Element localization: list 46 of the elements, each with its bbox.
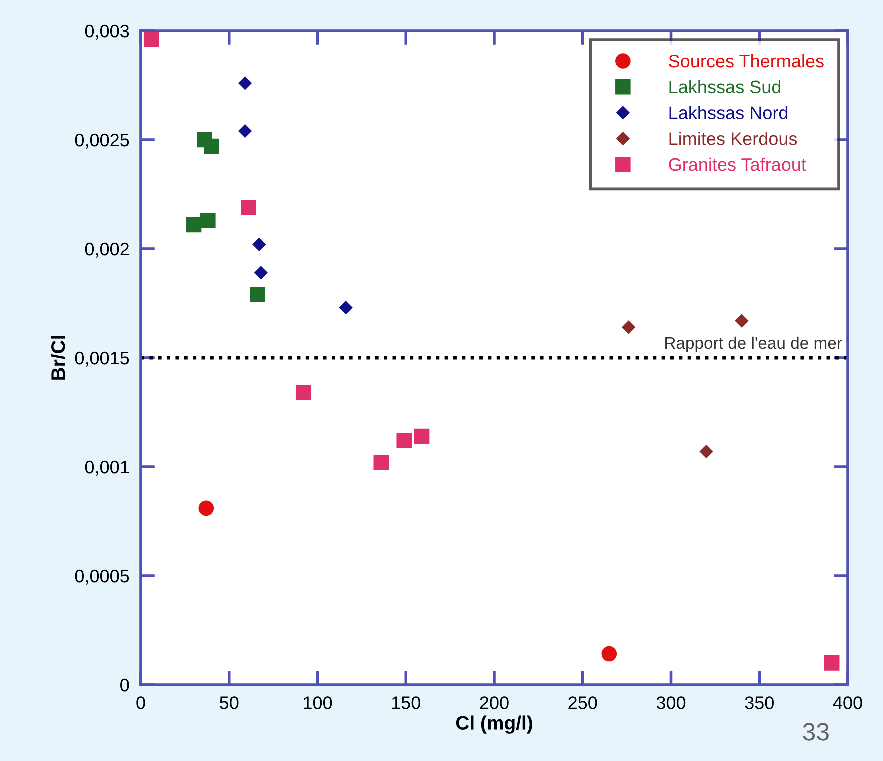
point [339,301,353,314]
legend-label: Lakhssas Nord [670,106,788,120]
y-tick-label: 0,002 [85,242,129,258]
x-tick-label: 0 [136,696,146,710]
point [824,656,840,671]
x-tick-label: 100 [304,696,332,710]
point [238,76,252,90]
legend-label: Lakhssas Sud [670,80,781,94]
x-tick-label: 350 [745,696,774,710]
y-tick-label: 0,003 [85,24,130,40]
x-tick-label: 400 [833,696,862,710]
point [186,217,202,233]
point [396,433,412,448]
point [252,238,266,252]
legend-label: Limites Kerdous [670,132,798,146]
point [200,213,216,228]
legend-label: Sources Thermales [669,54,824,68]
text: 33 [803,723,829,741]
point [622,320,636,334]
y-tick-label: 0,0005 [75,570,130,585]
y-tick-label: 0,0015 [75,352,130,367]
x-tick-label: 250 [568,696,598,710]
point [254,266,268,280]
point [198,500,214,516]
x-tick-label: 50 [220,696,239,710]
x-tick-label: 150 [392,696,420,710]
point [602,646,618,662]
point [735,314,749,328]
x-tick-label: 300 [656,696,686,710]
legend-label: Granites Tafraout [669,158,806,172]
ref-line-label: Rapport de l'eau de mer [666,336,842,352]
point [700,445,714,458]
point [374,455,390,470]
x-tick-label: 200 [480,696,509,710]
point [204,138,220,154]
y-axis-title: Br/Cl [50,336,66,380]
point [238,124,252,138]
point [250,287,266,302]
y-tick-label: 0 [120,678,130,692]
y-tick-label: 0,0025 [75,134,130,149]
point [144,32,160,48]
y-tick-label: 0,001 [85,460,130,476]
point [296,385,312,401]
point [414,428,430,444]
x-axis-title: Cl (mg/l) [456,716,532,734]
point [241,200,256,216]
